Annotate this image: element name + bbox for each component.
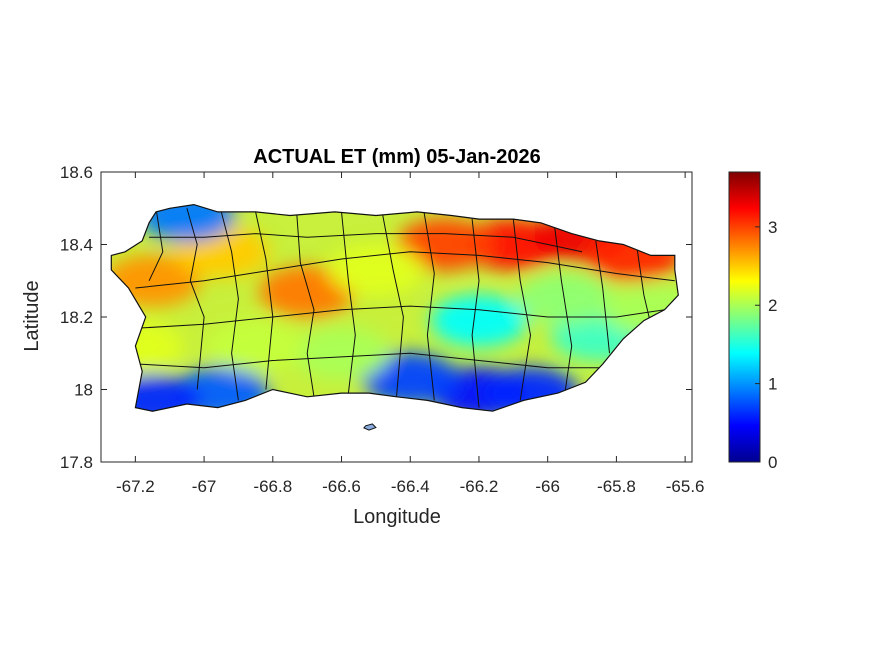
municipal-border [471,219,480,408]
x-tick-label: -66.2 [460,477,499,496]
heat-hotspot [207,320,304,372]
heat-hotspot [327,243,424,296]
x-tick-label: -65.8 [597,477,636,496]
colorbar-tick-label: 2 [768,296,777,315]
heat-hotspot [293,327,390,380]
colorbar-tick-label: 1 [768,375,777,394]
municipal-border [554,226,573,394]
chart-title: ACTUAL ET (mm) 05-Jan-2026 [253,146,540,168]
colorbar: 0 1 2 3 [728,171,777,472]
x-tick-label: -65.6 [666,477,705,496]
municipal-borders [135,208,675,408]
municipal-border [636,248,652,325]
colorbar-tick-label: 0 [768,453,777,472]
x-tick-label: -66.8 [253,477,292,496]
municipal-border [186,208,205,390]
colorbar-ticks: 0 1 2 3 [755,218,777,472]
x-axis-ticks: -67.2 -67 -66.8 -66.6 -66.4 -66.2 -66 -65.8 -65.… [116,172,705,496]
map-axes: -67.2 -67 -66.8 -66.6 -66.4 -66.2 -66 -65.8 -65.… [60,163,705,496]
y-tick-label: 18.4 [60,236,93,255]
x-axis-label: Longitude [353,506,441,528]
municipal-border [142,305,665,329]
municipal-border [220,211,239,401]
island-coastline [110,203,679,412]
municipal-border [423,211,435,401]
heat-hotspot [396,218,493,271]
heat-hotspot [138,204,235,242]
municipal-border [296,215,315,397]
y-axis-label: Latitude [21,280,43,351]
heat-hotspot [362,352,459,405]
y-axis-ticks: 17.8 18 18.2 18.4 18.6 [60,163,692,472]
colorbar-tick-label: 3 [768,218,777,237]
municipal-border [382,215,404,397]
x-tick-label: -67 [192,477,217,496]
municipal-border [149,233,583,253]
y-tick-label: 18 [74,381,93,400]
x-tick-label: -67.2 [116,477,155,496]
municipal-border [255,211,274,390]
y-tick-label: 18.2 [60,308,93,327]
colorbar-gradient [728,171,761,463]
municipal-border [512,219,532,401]
municipal-border [595,240,610,354]
x-tick-label: -66.6 [322,477,361,496]
x-tick-label: -66 [535,477,560,496]
heat-hotspot [430,294,527,347]
x-tick-label: -66.4 [391,477,430,496]
heat-hotspot [516,272,613,325]
municipal-border [148,208,164,282]
island-caja-de-muertos [363,423,377,431]
municipal-border [135,251,675,289]
y-tick-label: 18.6 [60,163,93,182]
municipal-border [341,211,356,394]
municipal-border [138,352,600,369]
y-tick-label: 17.8 [60,453,93,472]
